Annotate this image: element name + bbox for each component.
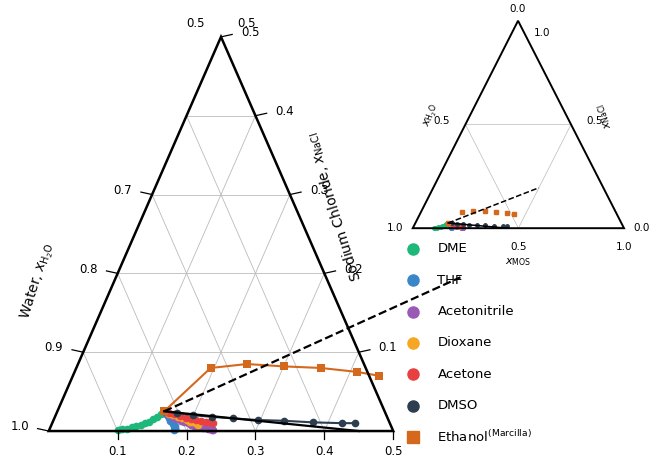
Text: 1.0: 1.0 — [616, 242, 632, 252]
Text: 0.0: 0.0 — [634, 223, 650, 233]
Text: 0.7: 0.7 — [114, 183, 132, 197]
Text: 0.3: 0.3 — [310, 183, 328, 197]
Text: 0.1: 0.1 — [109, 445, 127, 458]
Text: 0.5: 0.5 — [384, 445, 402, 458]
Text: 0.1: 0.1 — [379, 341, 397, 355]
Text: Sodium Chloride, $x_{\mathrm{NaCl}}$: Sodium Chloride, $x_{\mathrm{NaCl}}$ — [304, 130, 366, 283]
Text: 0.2: 0.2 — [344, 262, 363, 276]
Text: 0.5: 0.5 — [241, 26, 259, 39]
Text: Acetonitrile: Acetonitrile — [437, 305, 514, 318]
Text: 1.0: 1.0 — [534, 28, 551, 38]
Text: 0.9: 0.9 — [45, 341, 63, 355]
Text: THF: THF — [437, 274, 463, 287]
Text: 0.5: 0.5 — [187, 17, 205, 30]
Text: 0.4: 0.4 — [315, 445, 333, 458]
Text: DMSO: DMSO — [437, 399, 478, 412]
Text: 0.4: 0.4 — [276, 105, 294, 118]
Text: 0.3: 0.3 — [246, 445, 265, 458]
Text: 0.5: 0.5 — [586, 116, 603, 125]
Text: 0.2: 0.2 — [177, 445, 196, 458]
Text: 0.8: 0.8 — [79, 262, 98, 276]
Text: Water, $x_{\mathrm{H_2O}}$: Water, $x_{\mathrm{H_2O}}$ — [18, 240, 59, 322]
Text: Dioxane: Dioxane — [437, 337, 492, 349]
Text: Ethanol$^{\mathrm{(Marcilla)}}$: Ethanol$^{\mathrm{(Marcilla)}}$ — [437, 429, 532, 445]
Text: 1.0: 1.0 — [10, 420, 29, 433]
Text: $x_{\mathrm{MOS}}$: $x_{\mathrm{MOS}}$ — [505, 256, 532, 268]
Text: 0.5: 0.5 — [434, 116, 450, 125]
Text: 1.0: 1.0 — [387, 223, 403, 233]
Text: Acetone: Acetone — [437, 368, 492, 381]
Text: 0.5: 0.5 — [510, 242, 526, 252]
Text: $x_{\mathrm{NaCl}}$: $x_{\mathrm{NaCl}}$ — [595, 101, 615, 130]
Text: 0.0: 0.0 — [510, 4, 526, 14]
Text: DME: DME — [437, 242, 467, 255]
Text: $x_{\mathrm{H_2O}}$: $x_{\mathrm{H_2O}}$ — [422, 102, 442, 130]
Text: 0.5: 0.5 — [237, 17, 255, 30]
